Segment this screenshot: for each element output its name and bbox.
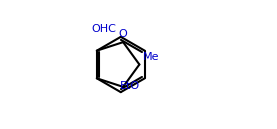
- Text: Me: Me: [143, 52, 160, 62]
- Text: EtO: EtO: [120, 81, 140, 91]
- Text: O: O: [119, 29, 127, 39]
- Text: OHC: OHC: [92, 24, 117, 34]
